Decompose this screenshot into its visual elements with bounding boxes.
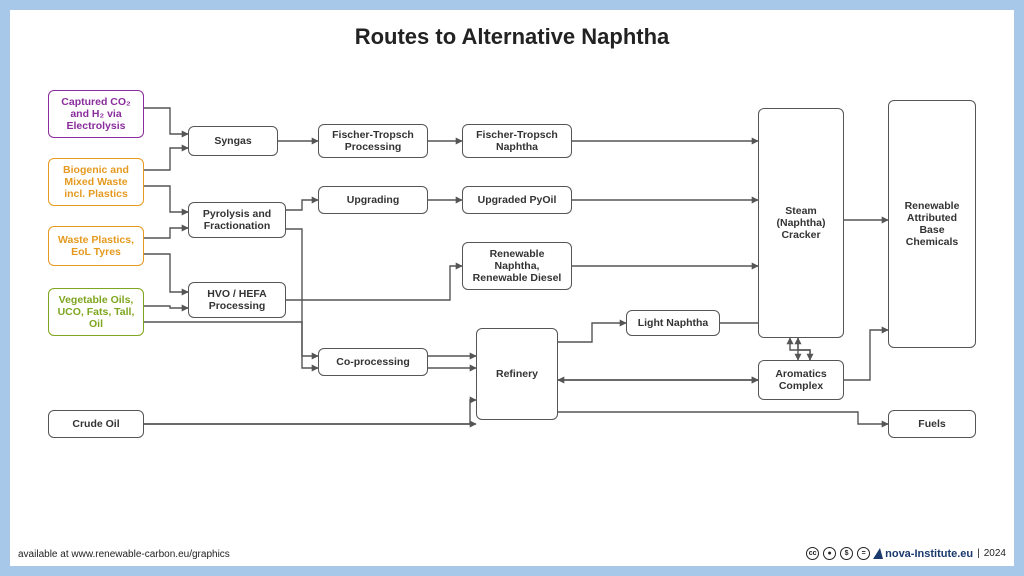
- footer-source: available at www.renewable-carbon.eu/gra…: [18, 549, 230, 560]
- node-coproc: Co-processing: [318, 348, 428, 376]
- node-light: Light Naphtha: [626, 310, 720, 336]
- brand-text: nova-Institute.eu: [885, 548, 973, 560]
- node-syngas: Syngas: [188, 126, 278, 156]
- node-vegetable: Vegetable Oils, UCO, Fats, Tall, Oil: [48, 288, 144, 336]
- node-co2: Captured CO₂ and H₂ via Electrolysis: [48, 90, 144, 138]
- nd-icon: =: [857, 547, 870, 560]
- cc-icon: cc: [806, 547, 819, 560]
- footer-sep: |: [977, 548, 980, 559]
- footer-attribution: cc ● $ = nova-Institute.eu | 2024: [806, 547, 1006, 560]
- node-renewbase: Renewable Attributed Base Chemicals: [888, 100, 976, 348]
- node-pyrolysis: Pyrolysis and Fractionation: [188, 202, 286, 238]
- node-refinery: Refinery: [476, 328, 558, 420]
- node-hvo: HVO / HEFA Processing: [188, 282, 286, 318]
- page-title: Routes to Alternative Naphtha: [10, 24, 1014, 50]
- node-crude: Crude Oil: [48, 410, 144, 438]
- node-cracker: Steam (Naphtha) Cracker: [758, 108, 844, 338]
- node-fuels: Fuels: [888, 410, 976, 438]
- node-ft_naphtha: Fischer-Tropsch Naphtha: [462, 124, 572, 158]
- by-icon: ●: [823, 547, 836, 560]
- node-renew_nd: Renewable Naphtha, Renewable Diesel: [462, 242, 572, 290]
- sa-icon: $: [840, 547, 853, 560]
- node-aromatics: Aromatics Complex: [758, 360, 844, 400]
- node-upgrading: Upgrading: [318, 186, 428, 214]
- node-waste: Waste Plastics, EoL Tyres: [48, 226, 144, 266]
- diagram-frame: Routes to Alternative Naphtha Captured C…: [0, 0, 1024, 576]
- nova-logo: nova-Institute.eu: [874, 548, 973, 560]
- node-ft_proc: Fischer-Tropsch Processing: [318, 124, 428, 158]
- node-biogenic: Biogenic and Mixed Waste incl. Plastics: [48, 158, 144, 206]
- node-upgraded: Upgraded PyOil: [462, 186, 572, 214]
- footer-year: 2024: [984, 548, 1006, 559]
